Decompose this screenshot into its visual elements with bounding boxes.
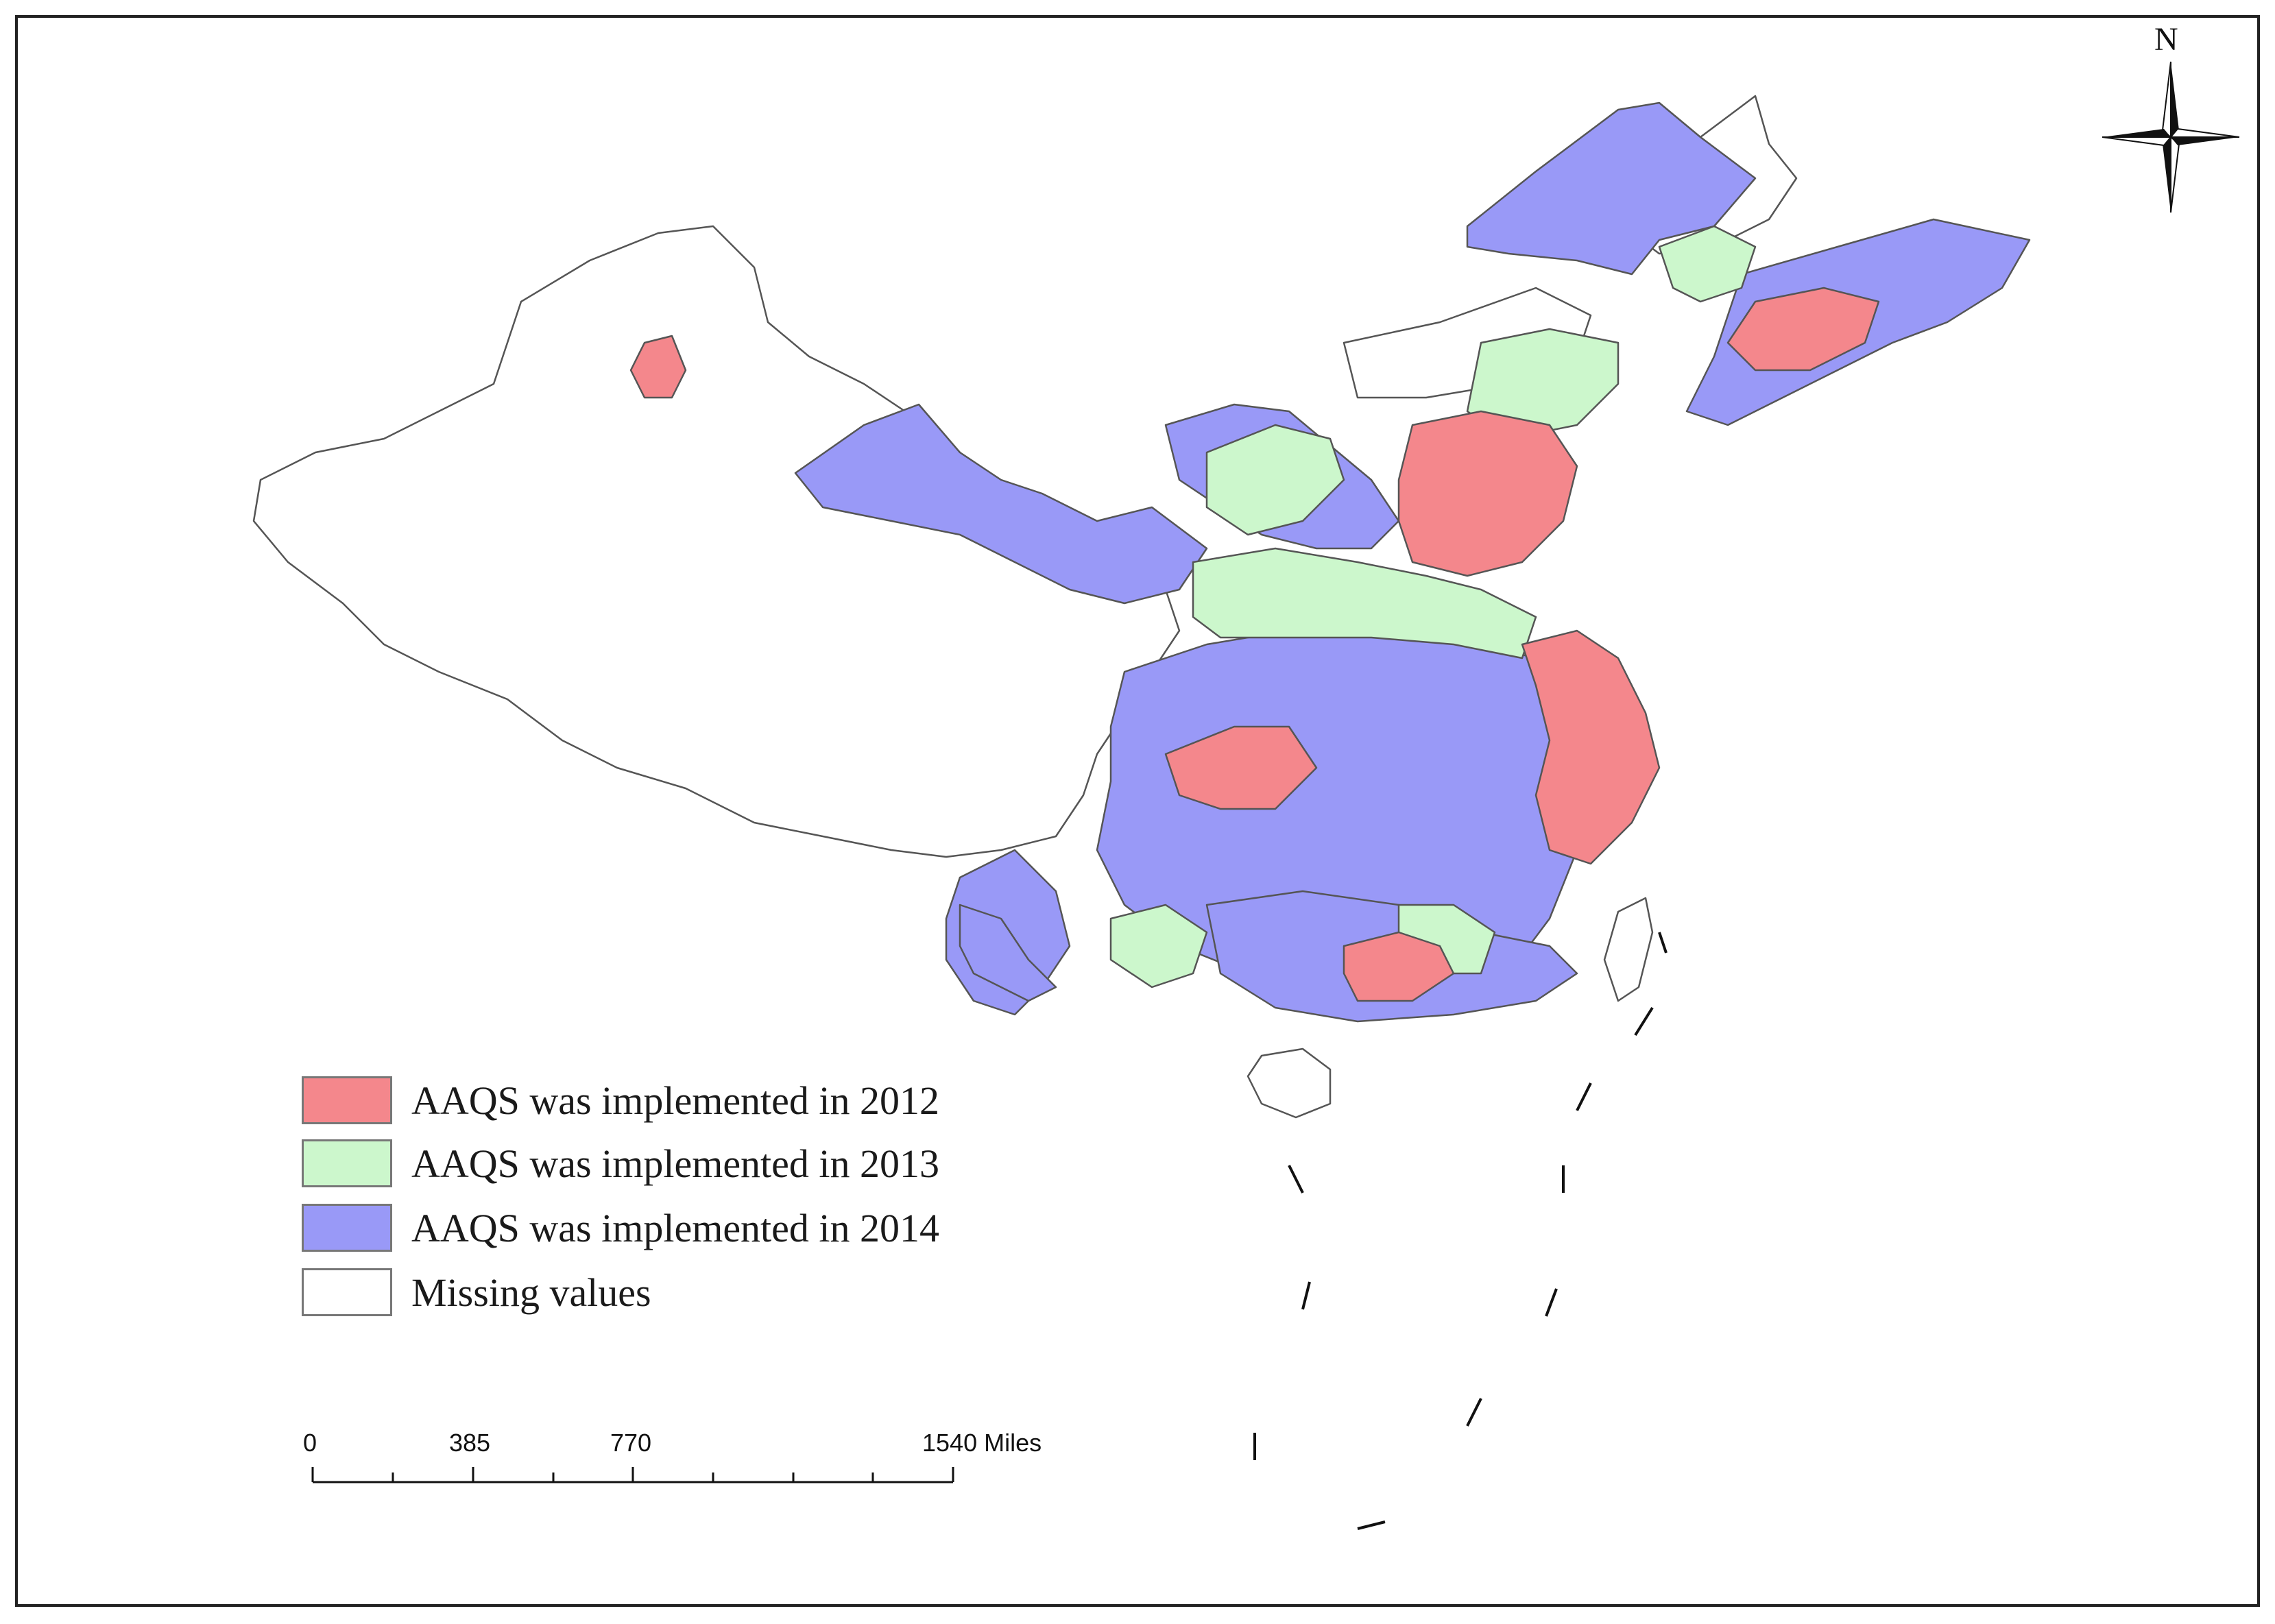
region-2012-heilongjiang-east [1726, 287, 1880, 372]
north-label: N [2154, 21, 2178, 58]
legend-label-missing: Missing values [411, 1270, 651, 1315]
legend-swatch-2014 [302, 1204, 392, 1252]
scale-label-385: 385 [449, 1429, 491, 1457]
region-2013-central [1192, 547, 1537, 659]
sea-dash-5 [1545, 1288, 1558, 1317]
scale-label-0: 0 [303, 1429, 317, 1457]
north-arrow-icon [2102, 61, 2240, 213]
region-2012-guangdong [1343, 931, 1455, 1002]
scale-bar [311, 1467, 954, 1483]
legend-item-2014: AAQS was implemented in 2014 [302, 1204, 939, 1252]
sea-dash-3 [1576, 1082, 1592, 1111]
region-missing-hainan [1247, 1047, 1332, 1119]
region-2012-xinjiang [629, 335, 687, 399]
sea-dash-10 [1357, 1520, 1386, 1530]
region-2013-southern [1109, 904, 1208, 989]
sea-dash-6 [1466, 1398, 1482, 1427]
scale-label-1540: 1540 Miles [922, 1429, 1042, 1457]
legend-label-2012: AAQS was implemented in 2012 [411, 1078, 940, 1123]
region-2012-sichuan [1164, 725, 1318, 810]
legend-swatch-missing [302, 1268, 392, 1316]
region-2012-beijing-hebei [1397, 410, 1578, 577]
region-2013-north [1205, 424, 1345, 536]
legend-item-missing: Missing values [302, 1268, 651, 1316]
legend-item-2012: AAQS was implemented in 2012 [302, 1076, 939, 1124]
region-2012-yangtze-delta [1521, 629, 1661, 865]
sea-dash-1 [1658, 932, 1668, 954]
region-2013-northeast [1658, 225, 1757, 303]
region-missing-west [252, 225, 1181, 858]
sea-dash-8 [1301, 1281, 1311, 1310]
region-2014-gansu-inner [794, 403, 1208, 605]
legend-swatch-2013 [302, 1139, 392, 1187]
legend-item-2013: AAQS was implemented in 2013 [302, 1139, 939, 1187]
scale-label-770: 770 [610, 1429, 652, 1457]
region-2014-yunnan [959, 904, 1057, 1002]
map-regions [252, 95, 2031, 1119]
legend-label-2013: AAQS was implemented in 2013 [411, 1141, 940, 1186]
sea-dash-7 [1288, 1165, 1304, 1193]
sea-dash-2 [1634, 1006, 1654, 1037]
legend-swatch-2012 [302, 1076, 392, 1124]
legend-label-2014: AAQS was implemented in 2014 [411, 1205, 940, 1250]
south-china-sea-lines [1253, 932, 1668, 1530]
region-missing-taiwan [1603, 897, 1654, 1002]
